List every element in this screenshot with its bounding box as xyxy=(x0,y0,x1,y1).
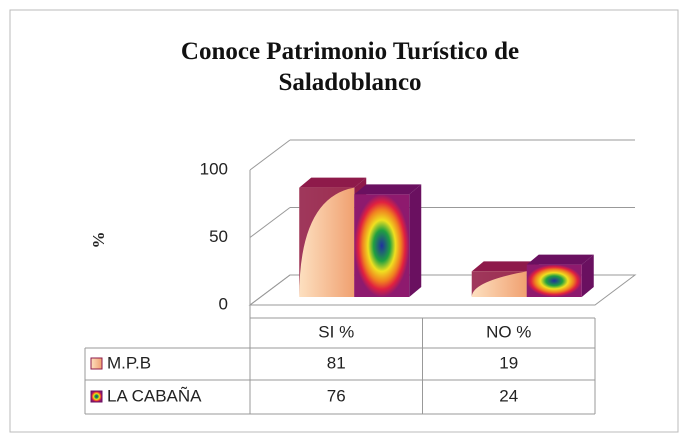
bar-face xyxy=(354,194,410,297)
grid-line xyxy=(249,139,291,171)
bar-face-arc xyxy=(471,271,527,297)
grid-line xyxy=(249,207,291,238)
bar-top xyxy=(299,177,367,188)
y-tick-label: 0 xyxy=(219,294,228,313)
bar-face-arc xyxy=(299,187,355,297)
legend-label: LA CABAÑA xyxy=(107,386,202,405)
legend-label: M.P.B xyxy=(107,353,151,372)
legend-swatch xyxy=(90,390,103,403)
bar xyxy=(526,254,594,297)
table-value: 24 xyxy=(499,386,518,405)
category-label: SI % xyxy=(318,322,354,341)
bar xyxy=(471,261,539,297)
bar-top xyxy=(471,261,539,272)
bar-side xyxy=(409,184,422,297)
grid-line xyxy=(249,274,291,306)
bar xyxy=(354,184,422,297)
bar-side xyxy=(581,254,594,297)
bar-top xyxy=(354,184,422,195)
bar-top xyxy=(526,254,594,265)
table-value: 76 xyxy=(327,386,346,405)
bar-face xyxy=(526,264,582,297)
y-tick-label: 100 xyxy=(200,159,228,178)
chart-title: Conoce Patrimonio Turístico de Saladobla… xyxy=(180,38,520,96)
y-axis-label: % xyxy=(89,232,108,249)
y-tick-label: 50 xyxy=(209,227,228,246)
legend-swatch xyxy=(90,357,103,370)
table-value: 19 xyxy=(499,353,518,372)
table-value: 81 xyxy=(327,353,346,372)
category-label: NO % xyxy=(486,322,531,341)
